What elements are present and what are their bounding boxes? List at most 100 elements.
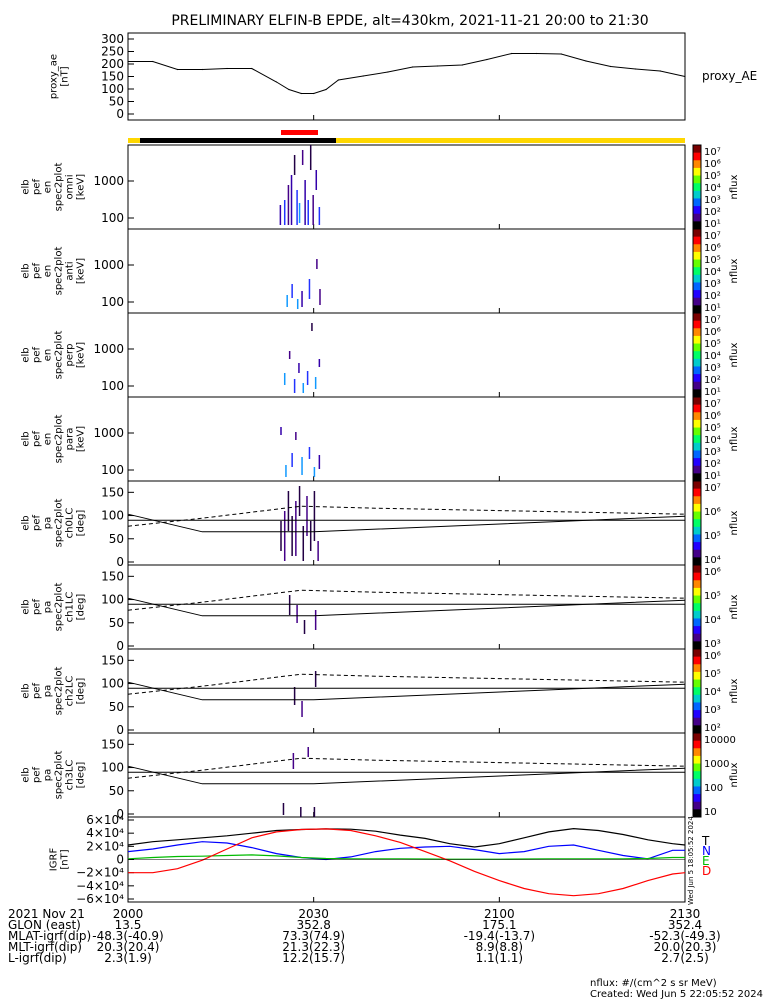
created-stamp: Created: Wed Jun 5 22:05:52 2024 [590,989,763,1000]
igrf-legend-D: D [702,864,711,878]
ae-point [535,52,538,55]
panel-frame [127,228,686,314]
colorbar-swatch [693,649,701,658]
colorbar-swatch [693,305,701,314]
spectrogram-cell [280,521,282,551]
colorbar-swatch [693,740,701,749]
colorbar-swatch [693,465,701,474]
colorbar-swatch [693,366,701,375]
colorbar-label: 10⁷ [704,147,721,158]
y-tick-label: 4×10⁴ [86,826,124,840]
footer-row-value: 2.3(1.9) [104,951,152,965]
panel-frame [127,480,686,566]
colorbar-label: 10⁵ [704,669,721,680]
spectrogram-cell [288,351,291,359]
y-tick-label: 0 [116,107,124,121]
colorbar-swatch [693,481,701,490]
ae-point [387,71,389,73]
colorbar-label: 10⁴ [704,555,721,566]
colorbar-label: 10² [704,375,721,386]
colorbar-pa_ch1: 10³ 10⁴ 10⁵ 10⁶ nflux [692,564,740,650]
colorbar-swatch [693,145,701,154]
ae-point [634,68,637,70]
colorbar-label: 10⁴ [704,267,721,278]
y-tick-label: 150 [101,569,124,583]
spectrogram-cell [313,491,316,541]
panel-frame [127,732,686,818]
colorbar-label: 10⁴ [704,687,721,698]
spectrogram-cell [300,807,302,817]
colorbar-swatch [693,412,701,421]
colorbar-swatch [693,656,701,665]
anti-loss-cone-line [127,673,686,695]
y-tick-label: 50 [109,532,124,546]
colorbar-swatch [693,427,701,436]
colorbar-swatch [693,213,701,222]
spectrogram-cell [292,753,295,769]
colorbar-title: nflux [729,258,740,283]
colorbar-label: 10¹ [704,219,721,230]
colorbar-swatch [693,198,701,207]
colorbar-swatch [693,251,701,261]
colorbar-label: 10⁷ [704,399,721,410]
colorbar-swatch [693,618,701,627]
colorbar-label: 10⁷ [704,315,721,326]
panel-pa_ch2: elbpefpaspec2plotch2LC[deg]05010015010²1… [21,648,740,737]
side-stamp: Wed Jun 5 18:05:52 2024 [687,816,695,905]
footer-row-value: 2000 [113,907,144,921]
colorbar-label: 10³ [704,363,721,374]
spectrogram-cell [287,491,290,531]
spectrogram-cell [298,363,300,373]
panel-ylabel: elbpefenspec2plotpara[keV] [21,415,87,464]
colorbar-swatch [693,587,701,597]
y-tick-label: 1000 [93,174,124,188]
ae-point [684,75,686,78]
colorbar-swatch [693,595,701,604]
footer-row-label: MLT-igrf(dip) [8,940,82,954]
y-tick-label: −4×10⁴ [76,879,124,893]
spectrogram-cell [314,610,317,630]
spectrogram-cell [308,279,311,299]
ae-point [436,65,439,67]
colorbar-swatch [693,702,701,711]
y-tick-label: 50 [109,616,124,630]
igrf-legend-T: T [701,834,710,848]
colorbar-swatch [693,542,701,551]
colorbar-swatch [693,229,701,238]
panel-ylabel: proxy_ae[nT] [49,54,71,99]
colorbar-label: 10² [704,723,721,734]
spectrogram-cell [296,605,298,623]
colorbar-swatch [693,488,701,497]
panel-en_perp: elbpefenspec2plotperp[keV]100100010¹10²1… [21,312,740,398]
footer-row-value: 73.3(74.9) [282,929,345,943]
colorbar-swatch [693,786,701,795]
y-tick-label: 50 [109,95,124,109]
footer-row-value: 20.3(20.4) [97,940,160,954]
colorbar-label: 10³ [704,279,721,290]
colorbar-pa_ch0: 10⁴ 10⁵ 10⁶ 10⁷ nflux [692,480,740,566]
loss-cone-line [127,597,686,617]
series-line-proxy_ae [128,53,686,94]
colorbar-swatch [693,236,701,245]
colorbar-swatch [693,565,701,574]
colorbar-swatch [693,687,701,696]
spectrogram-cell [301,150,304,165]
spectrogram-cell [295,432,297,440]
footer-row-value: 175.1 [482,918,516,932]
spectrogram-cell [283,373,286,385]
panel-pa_ch3: elbpefpaspec2plotch3LC[deg]0501001501010… [21,732,740,821]
ae-point [226,67,228,70]
colorbar-label: 10⁶ [704,327,721,338]
footer-row-label: MLAT-igrf(dip) [8,929,91,943]
panel-frame [127,564,686,650]
colorbar-swatch [693,450,701,459]
ae-point [152,60,154,63]
spectrogram-cell [287,185,290,225]
ae-point [585,60,587,62]
colorbar-label: 10³ [704,639,721,650]
colorbar-swatch [693,397,701,406]
y-tick-label: 100 [101,82,124,96]
y-tick-label: 100 [101,211,124,225]
colorbar-label: 10⁵ [704,531,721,542]
